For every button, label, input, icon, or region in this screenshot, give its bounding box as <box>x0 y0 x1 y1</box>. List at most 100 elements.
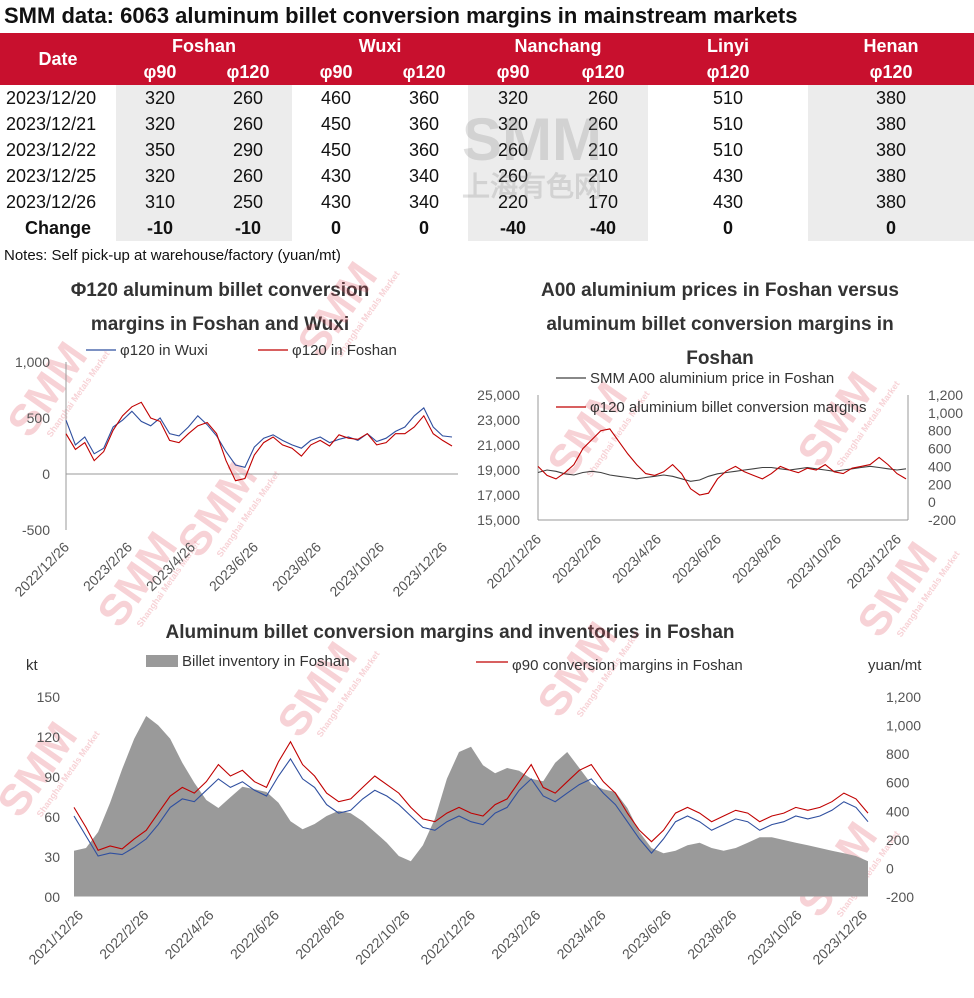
value-cell: 320 <box>116 111 204 137</box>
chart1-x-tick-label: 2023/12/26 <box>389 539 450 600</box>
value-cell: 220 <box>468 189 559 215</box>
chart2-series-line <box>537 428 907 496</box>
date-cell: 2023/12/25 <box>6 165 97 186</box>
change-cell: 0 <box>723 217 734 238</box>
chart3-y-right-tick-label: -200 <box>886 889 914 905</box>
chart1-y-tick-label: 1,000 <box>15 354 50 370</box>
subheader: φ120 <box>648 59 809 85</box>
chart2-y-left-tick-label: 21,000 <box>477 437 520 453</box>
chart2-x-tick-label: 2022/12/26 <box>483 531 544 592</box>
chart3-y-right-tick-label: 400 <box>886 803 910 819</box>
date-cell: 2023/12/22 <box>6 139 97 160</box>
page-title: SMM data: 6063 aluminum billet conversio… <box>4 3 798 28</box>
chart2-series-line <box>537 465 907 482</box>
subheader: φ120 <box>204 59 293 85</box>
value-cell: 430 <box>713 165 744 186</box>
chart3-x-tick-label: 2023/8/26 <box>684 907 740 963</box>
value-cell: 260 <box>204 163 293 189</box>
chart2-y-right-tick-label: 200 <box>928 476 952 492</box>
value-cell: 510 <box>713 113 744 134</box>
value-cell: 290 <box>204 137 293 163</box>
chart1-y-tick-label: 0 <box>42 466 50 482</box>
value-cell: 310 <box>116 189 204 215</box>
value-cell: 320 <box>468 85 559 111</box>
value-cell: 260 <box>468 137 559 163</box>
change-cell: 0 <box>419 217 430 238</box>
chart2-x-tick-label: 2023/2/26 <box>549 531 605 587</box>
date-cell: 2023/12/20 <box>6 87 97 108</box>
watermark-center-cn: 上海有色网 <box>462 170 602 202</box>
chart3-y-right-tick-label: 0 <box>886 860 894 876</box>
value-cell: 460 <box>320 87 352 108</box>
value-cell: 380 <box>808 85 974 111</box>
chart3-legend-swatch-area <box>146 655 178 667</box>
value-cell: 320 <box>116 163 204 189</box>
value-cell: 450 <box>320 113 352 134</box>
chart2-x-tick-label: 2023/8/26 <box>729 531 785 587</box>
chart1-x-tick-label: 2023/10/26 <box>326 539 387 600</box>
value-cell: 430 <box>320 191 352 212</box>
value-cell: 380 <box>808 189 974 215</box>
chart3-y-right-tick-label: 600 <box>886 775 910 791</box>
chart3-y-right-tick-label: 800 <box>886 746 910 762</box>
subheader: φ90 <box>292 59 381 85</box>
subheader: φ120 <box>380 59 469 85</box>
chart1-series-line <box>65 407 453 468</box>
chart3-y-left-tick-label: 60 <box>44 809 60 825</box>
change-cell: -10 <box>204 215 293 241</box>
value-cell: 380 <box>808 163 974 189</box>
value-cell: 510 <box>713 139 744 160</box>
chart2-y-right-tick-label: 1,000 <box>928 405 963 421</box>
table-row: 2023/12/20 320 260 460 360 320 260 510 3… <box>0 85 974 111</box>
chart3-legend-label: φ90 conversion margins in Foshan <box>512 657 743 674</box>
chart1-series-line <box>65 401 453 482</box>
chart1-legend-label: φ120 in Foshan <box>292 342 397 359</box>
chart3-x-tick-label: 2022/10/26 <box>352 907 413 968</box>
value-cell: 170 <box>558 189 649 215</box>
value-cell: 260 <box>204 85 293 111</box>
chart3-x-tick-label: 2022/12/26 <box>417 907 478 968</box>
change-cell: -10 <box>116 215 204 241</box>
table-row: 2023/12/26 310 250 430 340 220 170 430 3… <box>0 189 974 215</box>
chart2-legend-label: φ120 aluminium billet conversion margins <box>590 399 867 416</box>
change-cell: -40 <box>468 215 559 241</box>
value-cell: 430 <box>713 191 744 212</box>
chart3-y-left-tick-label: 120 <box>37 729 61 745</box>
value-cell: 340 <box>409 191 440 212</box>
change-cell: 0 <box>808 215 974 241</box>
date-cell: 2023/12/26 <box>6 191 97 212</box>
chart3-y-left-tick-label: 150 <box>37 689 61 705</box>
chart3-x-tick-label: 2021/12/26 <box>25 907 86 968</box>
chart3-y-left-tick-label: 00 <box>44 889 60 905</box>
chart2-y-right-tick-label: 1,200 <box>928 387 963 403</box>
chart1-y-tick-label: -500 <box>22 522 50 538</box>
chart2-x-tick-label: 2023/6/26 <box>669 531 725 587</box>
chart2-y-left-tick-label: 19,000 <box>477 462 520 478</box>
value-cell: 360 <box>409 113 440 134</box>
chart1-x-tick-label: 2023/8/26 <box>269 539 325 595</box>
chart2-y-right-tick-label: 800 <box>928 423 952 439</box>
value-cell: 430 <box>320 165 352 186</box>
value-cell: 260 <box>558 111 649 137</box>
chart2-x-tick-label: 2023/4/26 <box>609 531 665 587</box>
chart3-legend-label: Billet inventory in Foshan <box>182 653 350 670</box>
chart2-y-left-tick-label: 25,000 <box>477 387 520 403</box>
value-cell: 510 <box>713 87 744 108</box>
margins-table: Date Foshan Wuxi Nanchang Linyi Henan φ9… <box>0 33 974 241</box>
region-header-nanchang: Nanchang <box>468 33 649 59</box>
chart2-y-right-tick-label: 600 <box>928 441 952 457</box>
value-cell: 340 <box>409 165 440 186</box>
chart2-y-left-tick-label: 17,000 <box>477 487 520 503</box>
chart3-x-tick-label: 2022/4/26 <box>161 907 217 963</box>
value-cell: 450 <box>320 139 352 160</box>
table-row: 2023/12/25 320 260 430 340 260 210 430 3… <box>0 163 974 189</box>
chart1-x-tick-label: 2022/12/26 <box>11 539 72 600</box>
change-cell: 0 <box>331 217 342 238</box>
chart2-legend-label: SMM A00 aluminium price in Foshan <box>590 370 834 387</box>
value-cell: 360 <box>409 139 440 160</box>
value-cell: 260 <box>468 163 559 189</box>
chart3-x-tick-label: 2023/6/26 <box>619 907 675 963</box>
change-row: Change -10 -10 0 0 -40 -40 0 0 <box>0 215 974 241</box>
chart3-title: Aluminum billet conversion margins and i… <box>165 622 735 643</box>
